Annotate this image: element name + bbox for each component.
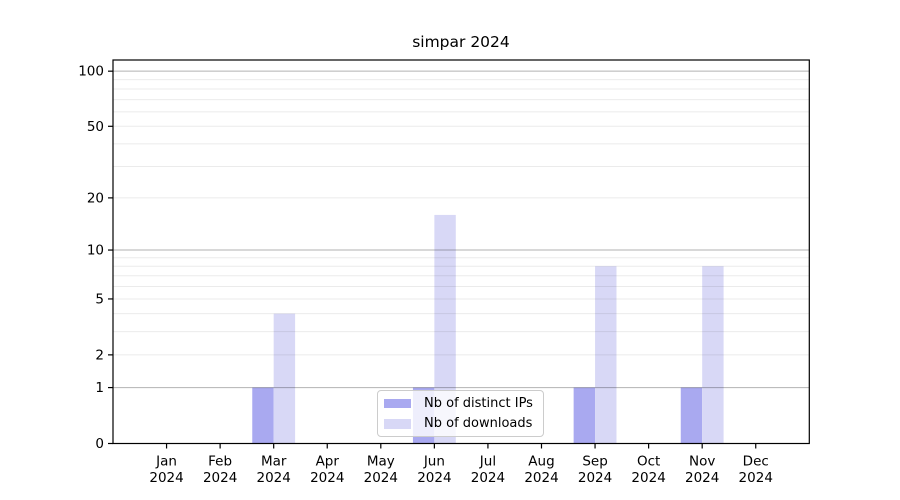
bar-distinct-ips-mar xyxy=(252,387,274,444)
bar-distinct-ips-nov xyxy=(680,387,703,444)
plot-border xyxy=(112,59,810,445)
y-tick-label-2: 2 xyxy=(95,347,104,363)
x-tick-label-month-oct: Oct xyxy=(637,454,660,470)
x-tick-label-year-nov: 2024 xyxy=(685,470,719,486)
bar-downloads-mar xyxy=(273,313,296,444)
bar-distinct-ips-sep xyxy=(573,387,596,444)
x-tick-label-year-sep: 2024 xyxy=(578,470,612,486)
y-tick-label-5: 5 xyxy=(95,291,104,307)
legend-entry-downloads: Nb of downloads xyxy=(384,415,535,434)
x-tick-label-month-nov: Nov xyxy=(689,454,715,470)
x-tick-label-year-apr: 2024 xyxy=(310,470,344,486)
x-tick-label-year-feb: 2024 xyxy=(203,470,237,486)
y-tick-label-10: 10 xyxy=(87,243,104,259)
legend-swatch-distinct-ips-icon xyxy=(384,398,411,408)
x-tick-label-month-jun: Jun xyxy=(423,454,445,470)
x-tick-label-month-sep: Sep xyxy=(582,454,607,470)
x-tick-label-month-dec: Dec xyxy=(743,454,769,470)
y-tick-label-20: 20 xyxy=(87,190,104,206)
bar-downloads-sep xyxy=(595,266,617,444)
x-tick-label-year-dec: 2024 xyxy=(739,470,773,486)
x-tick-label-month-aug: Aug xyxy=(528,454,554,470)
x-tick-label-month-mar: Mar xyxy=(261,454,287,470)
x-tick-label-year-mar: 2024 xyxy=(257,470,291,486)
bar-downloads-jun xyxy=(434,214,456,444)
y-tick-label-50: 50 xyxy=(87,119,104,135)
x-tick-label-year-may: 2024 xyxy=(364,470,398,486)
legend-label-downloads: Nb of downloads xyxy=(424,416,533,432)
x-tick-label-month-jul: Jul xyxy=(479,454,496,470)
x-tick-label-year-aug: 2024 xyxy=(524,470,558,486)
y-tick-label-0: 0 xyxy=(95,436,104,452)
legend: Nb of distinct IPs Nb of downloads xyxy=(377,390,544,437)
bar-downloads-nov xyxy=(702,266,724,444)
legend-entry-distinct-ips: Nb of distinct IPs xyxy=(384,394,535,413)
x-tick-label-month-feb: Feb xyxy=(208,454,232,470)
y-tick-label-100: 100 xyxy=(78,64,104,80)
x-tick-label-month-may: May xyxy=(367,454,395,470)
x-tick-label-year-jul: 2024 xyxy=(471,470,505,486)
x-tick-label-year-oct: 2024 xyxy=(631,470,665,486)
x-tick-label-month-apr: Apr xyxy=(316,454,340,470)
legend-label-distinct-ips: Nb of distinct IPs xyxy=(424,395,533,411)
x-tick-label-year-jun: 2024 xyxy=(417,470,451,486)
chart-title: simpar 2024 xyxy=(412,33,510,51)
y-tick-label-1: 1 xyxy=(95,380,104,396)
x-tick-label-month-jan: Jan xyxy=(155,454,177,470)
x-tick-label-year-jan: 2024 xyxy=(149,470,183,486)
legend-swatch-downloads-icon xyxy=(384,419,411,429)
